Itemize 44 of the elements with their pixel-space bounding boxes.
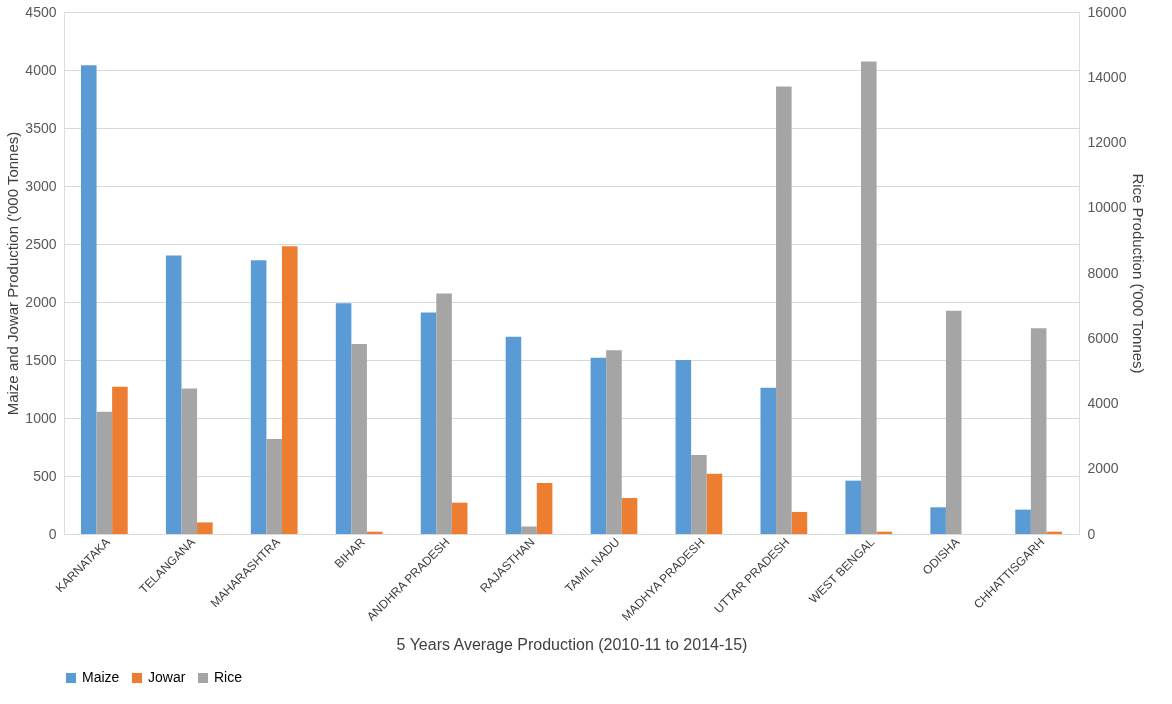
bar — [860, 61, 877, 534]
y-tick-label: 4000 — [25, 61, 57, 78]
y-tick-label: 500 — [33, 467, 57, 484]
bar — [930, 507, 946, 534]
y2-tick-label: 0 — [1087, 525, 1096, 542]
y2-tick-label: 2000 — [1087, 460, 1119, 477]
bar — [1015, 509, 1031, 534]
bar — [776, 86, 792, 534]
bar — [945, 310, 962, 534]
bar — [521, 526, 537, 534]
y-tick-label: 4500 — [25, 3, 57, 20]
bar — [282, 246, 298, 534]
bar — [845, 480, 861, 534]
y-tick-label: 2500 — [25, 235, 57, 252]
y2-tick-label: 12000 — [1087, 134, 1127, 150]
y2-tick-label: 10000 — [1087, 199, 1127, 216]
bar — [250, 260, 267, 534]
y-tick-label: 1500 — [25, 351, 57, 368]
bar — [536, 482, 553, 534]
y-axis-title: Maize and Jowar Production ('000 Tonnes) — [4, 131, 22, 416]
y2-tick-label: 16000 — [1087, 3, 1127, 20]
y-tick-label: 0 — [48, 525, 57, 542]
legend-label: Maize — [82, 669, 120, 685]
bar — [621, 498, 638, 534]
y2-tick-label: 4000 — [1087, 395, 1119, 411]
y-tick-label: 1000 — [25, 409, 57, 426]
bar — [791, 511, 808, 534]
y2-tick-label: 14000 — [1087, 68, 1127, 85]
legend-label: Jowar — [148, 669, 186, 685]
bar — [80, 65, 97, 534]
x-axis-title: 5 Years Average Production (2010-11 to 2014-15) — [396, 636, 748, 654]
y2-tick-label: 6000 — [1087, 329, 1119, 346]
y-tick-label: 3500 — [25, 119, 57, 136]
bar — [760, 387, 777, 534]
bar — [197, 522, 213, 534]
bar — [451, 502, 468, 534]
bar — [1030, 328, 1047, 534]
y-tick-label: 3000 — [25, 177, 57, 194]
y2-axis-title: Rice Production ('000 Tonnes) — [1130, 173, 1148, 374]
legend-label: Rice — [214, 669, 243, 685]
y2-tick-label: 8000 — [1087, 264, 1119, 281]
y-tick-label: 2000 — [25, 293, 57, 310]
bar — [675, 360, 692, 534]
bar — [505, 336, 522, 534]
